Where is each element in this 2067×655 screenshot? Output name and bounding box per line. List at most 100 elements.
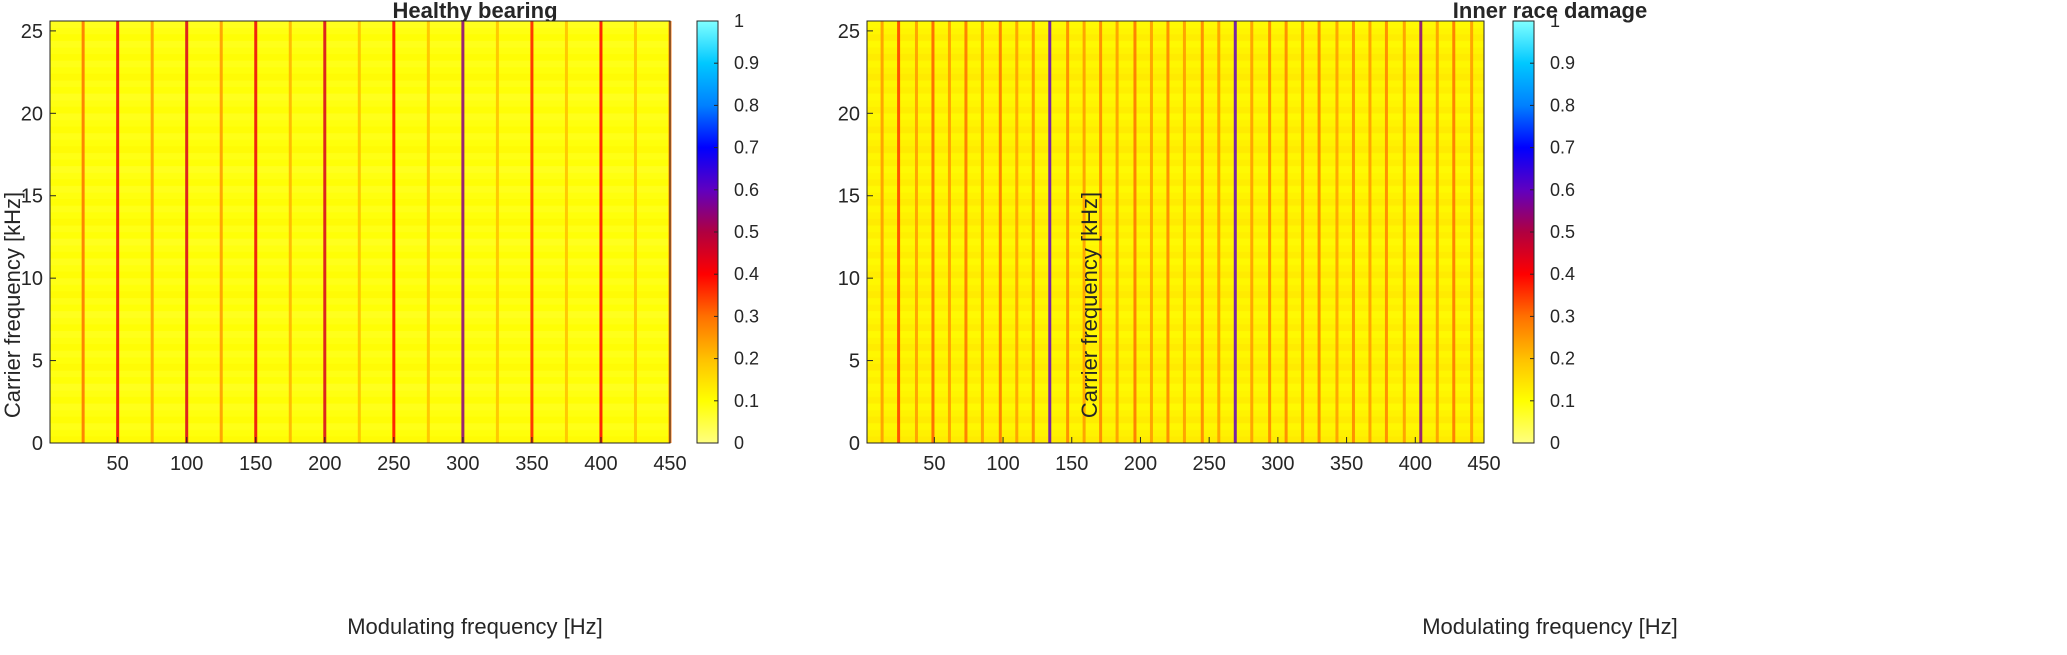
heatmap-band: [867, 47, 1484, 55]
frequency-line: [461, 21, 465, 443]
frequency-line: [1200, 21, 1204, 443]
y-tick-label: 15: [838, 186, 860, 208]
frequency-line: [495, 21, 499, 443]
x-axis-ticks: 50 100 150 200 250 300 350 400 450: [107, 437, 687, 475]
frequency-line: [998, 21, 1002, 443]
heatmap-band: [867, 251, 1484, 259]
heatmap-band: [867, 27, 1484, 35]
heatmap-band: [867, 86, 1484, 95]
frequency-line: [931, 21, 935, 443]
frequency-line: [1149, 21, 1153, 443]
frequency-line: [880, 21, 884, 443]
colorbar-tick-label: 0.5: [1550, 222, 1575, 242]
heatmap-band: [867, 80, 1484, 88]
colorbar: 0 0.1 0.2 0.3 0.4 0.5 0.6 0.7 0.8 0.9 1: [1512, 11, 1575, 453]
colorbar-tick-label: 0.7: [1550, 138, 1575, 158]
x-tick-label: 200: [1124, 453, 1157, 475]
heatmap-band: [867, 350, 1484, 358]
colorbar: 0 0.1 0.2 0.3 0.4 0.5 0.6 0.7 0.8 0.9 1: [696, 11, 759, 453]
x-tick-label: 50: [107, 453, 129, 475]
y-tick-label: 0: [32, 433, 43, 455]
heatmap-band: [867, 337, 1484, 345]
heatmap-band: [867, 377, 1484, 385]
y-tick-label: 25: [21, 21, 43, 43]
heatmap-band: [867, 179, 1484, 187]
colorbar-tick-label: 0.6: [734, 180, 759, 200]
heatmap-band: [867, 390, 1484, 398]
x-axis-ticks: 50 100 150 200 250 300 350 400 450: [923, 437, 1501, 475]
frequency-line: [1419, 21, 1423, 443]
heatmap-area: [49, 20, 672, 444]
frequency-line: [1435, 21, 1439, 443]
frequency-line: [392, 21, 396, 443]
frequency-line: [1351, 21, 1355, 443]
heatmap-band: [867, 416, 1484, 424]
colorbar-tick-label: 0: [734, 433, 744, 453]
frequency-line: [219, 21, 223, 443]
colorbar-tick-label: 0.7: [734, 138, 759, 158]
frequency-line: [1384, 21, 1388, 443]
heatmap-band: [867, 297, 1484, 306]
heatmap-band: [867, 225, 1484, 233]
frequency-line: [1015, 21, 1019, 443]
x-axis-label: Modulating frequency [Hz]: [347, 614, 603, 639]
frequency-line: [357, 21, 361, 443]
heatmap-band: [867, 60, 1484, 68]
frequency-line: [1099, 21, 1103, 443]
x-tick-label: 250: [377, 453, 410, 475]
frequency-line: [530, 21, 534, 443]
colorbar-tick-label: 1: [1550, 11, 1560, 31]
heatmap-band: [867, 34, 1484, 42]
frequency-line: [1301, 21, 1305, 443]
frequency-line: [1066, 21, 1070, 443]
x-tick-label: 150: [239, 453, 272, 475]
heatmap-band: [867, 166, 1484, 174]
colorbar-tick-label: 0.2: [1550, 349, 1575, 369]
heatmap-band: [867, 152, 1484, 160]
frequency-line: [1470, 21, 1474, 443]
frequency-line: [897, 21, 901, 443]
colorbar-tick-label: 0.2: [734, 349, 759, 369]
heatmap-band: [867, 311, 1484, 319]
heatmap-band: [867, 383, 1484, 391]
x-tick-label: 200: [308, 453, 341, 475]
y-axis-label: Carrier frequency [kHz]: [0, 192, 25, 418]
heatmap-band: [867, 330, 1484, 338]
heatmap-band: [867, 106, 1484, 114]
frequency-line: [947, 21, 951, 443]
x-tick-label: 50: [923, 453, 945, 475]
heatmap-band: [867, 113, 1484, 121]
y-tick-label: 0: [849, 433, 860, 455]
x-tick-label: 400: [1399, 453, 1432, 475]
colorbar-tick-label: 0.8: [734, 95, 759, 115]
frequency-line: [323, 21, 327, 443]
heatmap-band: [867, 146, 1484, 154]
heatmap-band: [867, 396, 1484, 404]
frequency-line: [980, 21, 984, 443]
x-tick-label: 350: [515, 453, 548, 475]
chart-title: Healthy bearing: [392, 0, 557, 23]
frequency-line: [1335, 21, 1339, 443]
x-axis-label: Modulating frequency [Hz]: [1422, 614, 1678, 639]
frequency-line: [1115, 21, 1119, 443]
frequency-line: [1082, 21, 1086, 443]
x-tick-label: 450: [1467, 453, 1500, 475]
chart-title: Inner race damage: [1453, 0, 1647, 23]
x-tick-label: 250: [1192, 453, 1225, 475]
frequency-line: [1452, 21, 1456, 443]
heatmap-band: [867, 436, 1484, 444]
x-tick-label: 100: [170, 453, 203, 475]
colorbar-tick-label: 0.8: [1550, 95, 1575, 115]
heatmap-band: [867, 73, 1484, 81]
frequency-line: [1048, 21, 1052, 443]
y-tick-label: 5: [849, 351, 860, 373]
heatmap-band: [867, 172, 1484, 180]
heatmap-band: [867, 370, 1484, 378]
frequency-line: [1182, 21, 1186, 443]
colorbar-tick-label: 0.1: [1550, 391, 1575, 411]
frequency-line: [564, 21, 568, 443]
heatmap-band: [867, 245, 1484, 253]
heatmap-band: [867, 133, 1484, 141]
x-tick-label: 100: [986, 453, 1019, 475]
